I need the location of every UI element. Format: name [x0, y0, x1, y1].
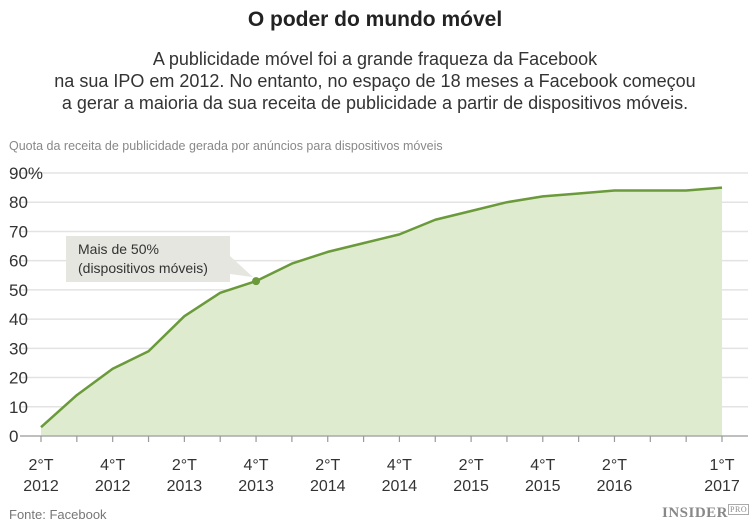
insider-pro-logo: INSIDER PRO [662, 504, 750, 521]
subtitle-line: a gerar a maioria da sua receita de publ… [61, 93, 689, 113]
x-tick-label-quarter: 2°T [459, 457, 484, 474]
annotation-text: Mais de 50% [78, 241, 159, 257]
y-tick-label: 90% [9, 164, 43, 183]
source-note: Fonte: Facebook [9, 507, 107, 522]
y-tick-label: 0 [9, 427, 18, 446]
x-tick-label-quarter: 4°T [530, 457, 555, 474]
y-tick-label: 40 [9, 310, 28, 329]
y-tick-label: 10 [9, 398, 28, 417]
y-tick-label: 20 [9, 369, 28, 388]
x-tick-label-year: 2015 [453, 478, 489, 495]
x-tick-label-quarter: 2°T [28, 457, 53, 474]
y-tick-label: 60 [9, 252, 28, 271]
y-tick-label: 50 [9, 281, 28, 300]
x-tick-label-year: 2014 [310, 478, 346, 495]
x-tick-label-year: 2016 [597, 478, 633, 495]
area-fill [41, 187, 722, 436]
subtitle-line: A publicidade móvel foi a grande fraquez… [152, 49, 598, 69]
chart-title: O poder do mundo móvel [247, 8, 503, 31]
x-tick-label-year: 2013 [167, 478, 203, 495]
annotation-text: (dispositivos móveis) [78, 260, 208, 276]
y-tick-label: 80 [9, 193, 28, 212]
x-tick-label-quarter: 2°T [172, 457, 197, 474]
x-tick-label-quarter: 2°T [602, 457, 627, 474]
x-tick-label-quarter: 2°T [315, 457, 340, 474]
x-tick-label-quarter: 4°T [244, 457, 269, 474]
x-tick-label-quarter: 4°T [100, 457, 125, 474]
x-tick-label-year: 2015 [525, 478, 561, 495]
x-tick-label-quarter: 1°T [709, 457, 734, 474]
y-tick-label: 70 [9, 222, 28, 241]
x-tick-label-quarter: 4°T [387, 457, 412, 474]
x-tick-label-year: 2012 [95, 478, 131, 495]
annotation-callout [66, 236, 254, 282]
chart-subtitle: A publicidade móvel foi a grande fraquez… [0, 48, 750, 114]
x-tick-label-year: 2017 [704, 478, 740, 495]
x-tick-label-year: 2014 [382, 478, 418, 495]
y-tick-label: 30 [9, 339, 28, 358]
x-tick-label-year: 2013 [238, 478, 274, 495]
y-axis-label: Quota da receita de publicidade gerada p… [9, 139, 443, 153]
x-tick-label-year: 2012 [23, 478, 59, 495]
highlighted-data-point [252, 277, 261, 286]
subtitle-line: na sua IPO em 2012. No entanto, no espaç… [54, 71, 696, 91]
data-line [40, 186, 723, 429]
